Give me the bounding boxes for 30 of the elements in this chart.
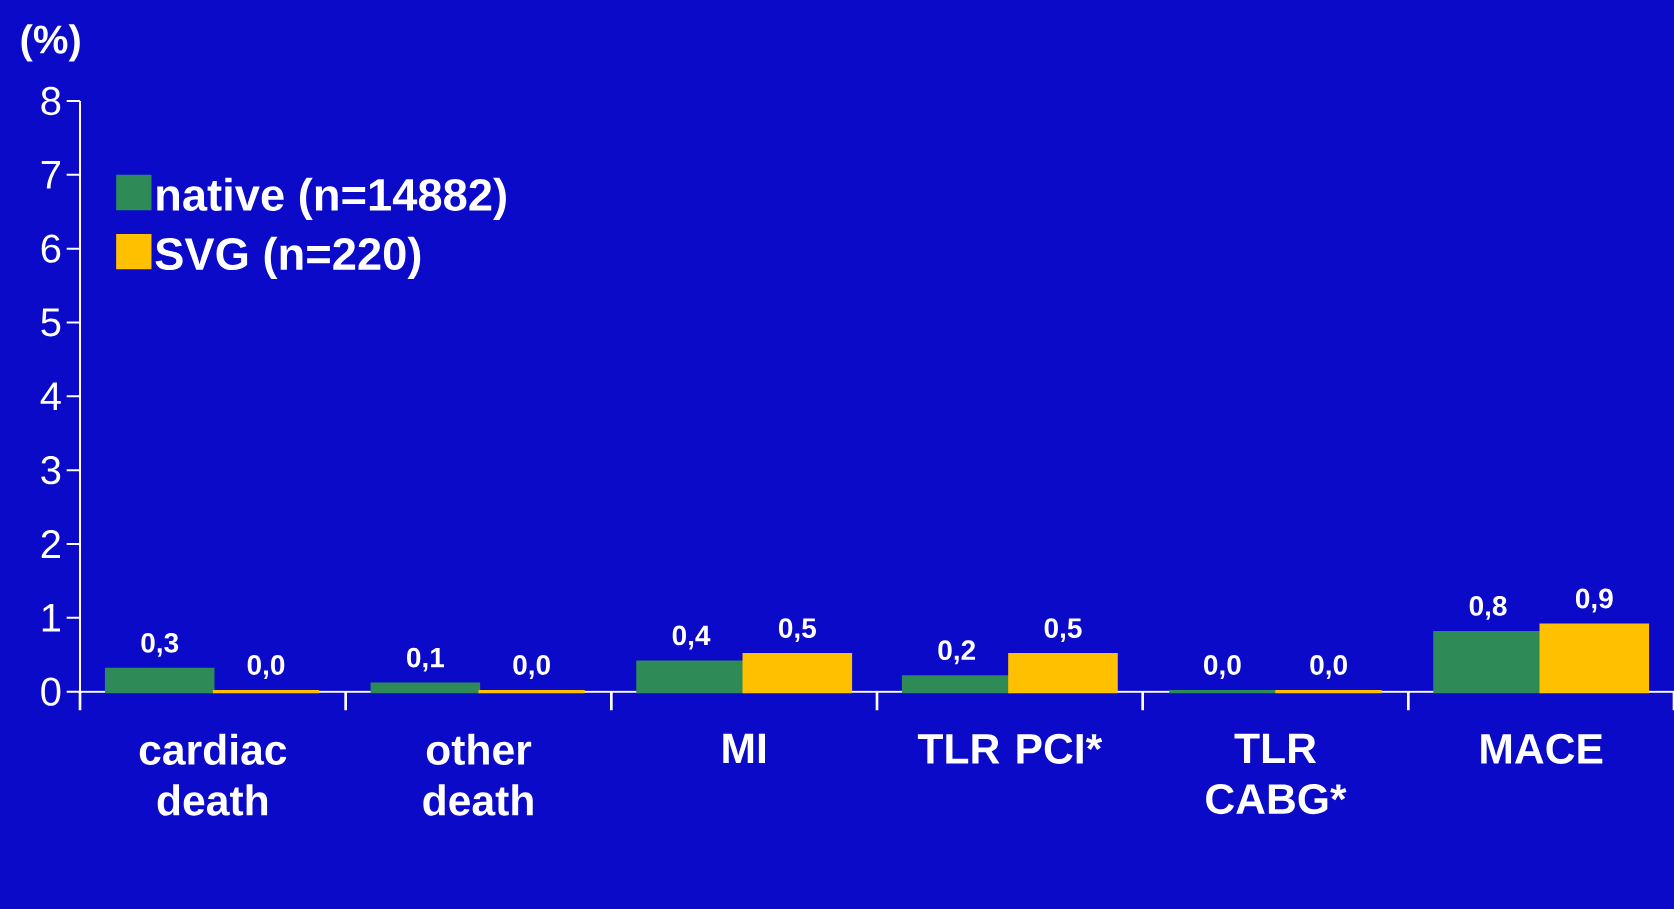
y-tick-label: 3 xyxy=(41,455,61,485)
data-label: 0,0 xyxy=(513,655,550,679)
data-label: 0,2 xyxy=(938,640,976,665)
data-label: 0,5 xyxy=(1044,618,1082,643)
data-label: 0,0 xyxy=(1310,655,1347,679)
data-label: 0,1 xyxy=(407,647,445,672)
x-tick-label: cardiac death xyxy=(139,733,287,816)
data-label: 0,3 xyxy=(141,632,179,657)
legend-label: SVG (n=220) xyxy=(155,236,421,280)
y-tick-label: 1 xyxy=(42,604,61,632)
data-label: 0,0 xyxy=(247,655,285,679)
data-label: 0,8 xyxy=(1469,595,1507,620)
y-tick-label: 2 xyxy=(41,530,60,558)
legend-label: native (n=14882) xyxy=(157,177,506,220)
y-tick-label: 4 xyxy=(40,382,61,411)
data-label: 0,4 xyxy=(672,625,711,650)
x-tick-label: MACE xyxy=(1481,733,1603,764)
y-tick-label: 5 xyxy=(41,308,61,337)
x-tick-label: TLR PCI* xyxy=(917,733,1103,764)
data-label: 0,5 xyxy=(778,618,816,643)
y-tick-label: 6 xyxy=(41,234,61,263)
data-label: 0,0 xyxy=(1204,655,1241,679)
data-label: 0,9 xyxy=(1575,588,1613,613)
y-tick-label: 7 xyxy=(41,161,60,189)
x-tick-label: other death xyxy=(423,733,533,816)
x-tick-label: MI xyxy=(723,733,766,764)
x-tick-label: TLR CABG* xyxy=(1206,733,1347,815)
y-tick-label: 8 xyxy=(41,86,61,116)
y-tick-label: 0 xyxy=(41,677,61,706)
y-axis-title: (%) xyxy=(21,24,80,62)
